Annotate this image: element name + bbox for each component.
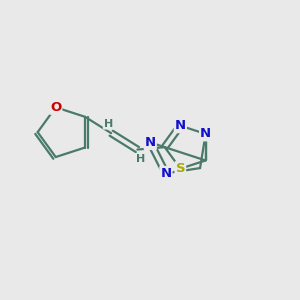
Text: N: N	[160, 167, 171, 180]
Text: S: S	[176, 162, 185, 175]
Text: N: N	[145, 136, 156, 149]
Text: O: O	[50, 101, 61, 114]
Text: N: N	[175, 119, 186, 132]
Text: N: N	[200, 128, 211, 140]
Text: H: H	[104, 119, 113, 129]
Text: H: H	[136, 154, 145, 164]
